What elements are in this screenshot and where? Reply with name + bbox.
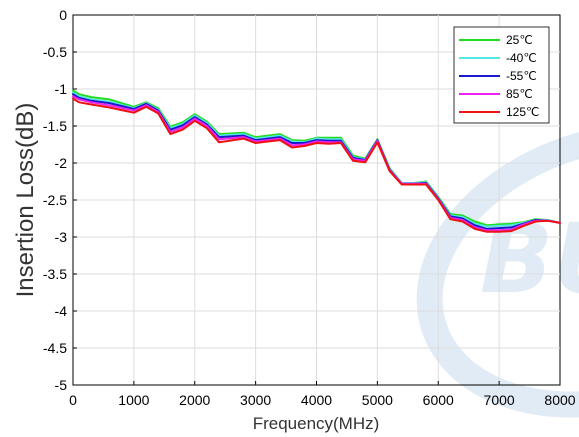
legend: 25℃ -40℃ -55℃ 85℃ 125℃ — [453, 26, 550, 124]
x-tick-label: 0 — [69, 392, 77, 408]
x-tick-label: 3000 — [240, 392, 271, 408]
x-tick-label: 4000 — [301, 392, 332, 408]
legend-label: -55℃ — [506, 69, 537, 83]
series-line-4 — [72, 97, 561, 233]
y-axis-title: Insertion Loss(dB) — [12, 103, 39, 298]
y-tick-label: -4.5 — [43, 340, 67, 356]
x-tick-label: 8000 — [544, 392, 575, 408]
y-tick-label: -1 — [55, 81, 68, 97]
x-tick-label: 5000 — [362, 392, 393, 408]
axis-ticks: 0 1000 2000 3000 4000 5000 6000 7000 8000 0 -0.5 -1… — [43, 7, 576, 408]
y-tick-label: -4 — [55, 303, 68, 319]
x-axis-title: Frequency(MHz) — [253, 414, 380, 433]
y-tick-label: 0 — [59, 7, 67, 23]
y-tick-label: -3.5 — [43, 266, 67, 282]
y-tick-label: -0.5 — [43, 44, 67, 60]
x-tick-label: 6000 — [423, 392, 454, 408]
y-tick-label: -5 — [55, 377, 68, 393]
x-tick-label: 7000 — [484, 392, 515, 408]
legend-label: 25℃ — [506, 33, 533, 47]
legend-label: 85℃ — [506, 87, 533, 101]
series-lines — [72, 89, 561, 233]
y-tick-label: -3 — [55, 229, 68, 245]
x-tick-label: 1000 — [118, 392, 149, 408]
y-tick-label: -1.5 — [43, 118, 67, 134]
y-tick-label: -2.5 — [43, 192, 67, 208]
x-tick-label: 2000 — [179, 392, 210, 408]
legend-label: 125℃ — [506, 105, 540, 119]
y-tick-label: -2 — [55, 155, 68, 171]
legend-label: -40℃ — [506, 51, 537, 65]
